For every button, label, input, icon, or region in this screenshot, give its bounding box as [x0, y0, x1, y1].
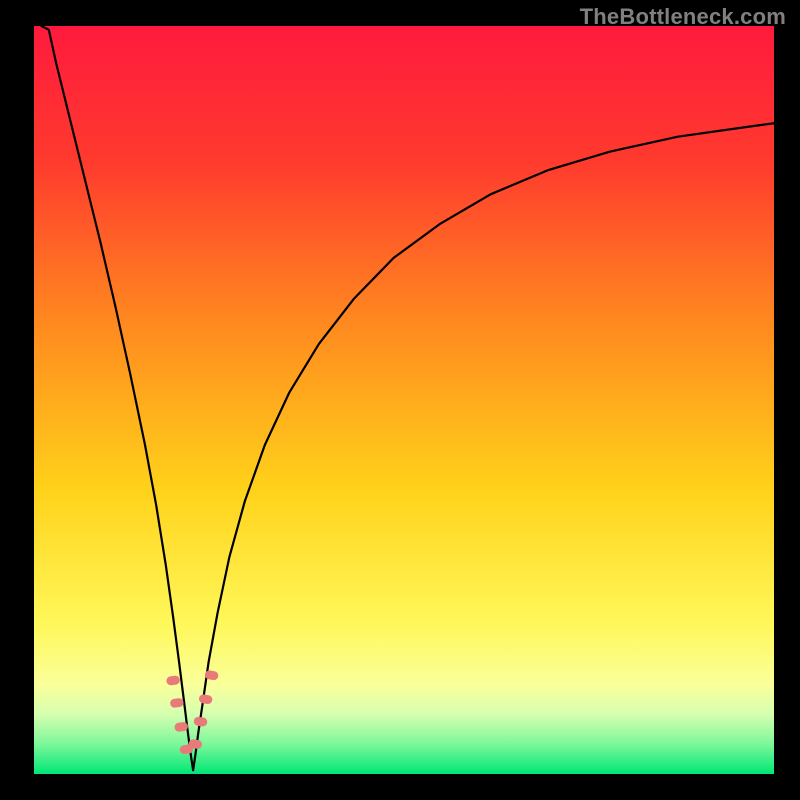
- watermark-text: TheBottleneck.com: [580, 4, 786, 30]
- bottleneck-chart: [0, 0, 800, 800]
- plot-background: [34, 26, 774, 774]
- figure-root: TheBottleneck.com: [0, 0, 800, 800]
